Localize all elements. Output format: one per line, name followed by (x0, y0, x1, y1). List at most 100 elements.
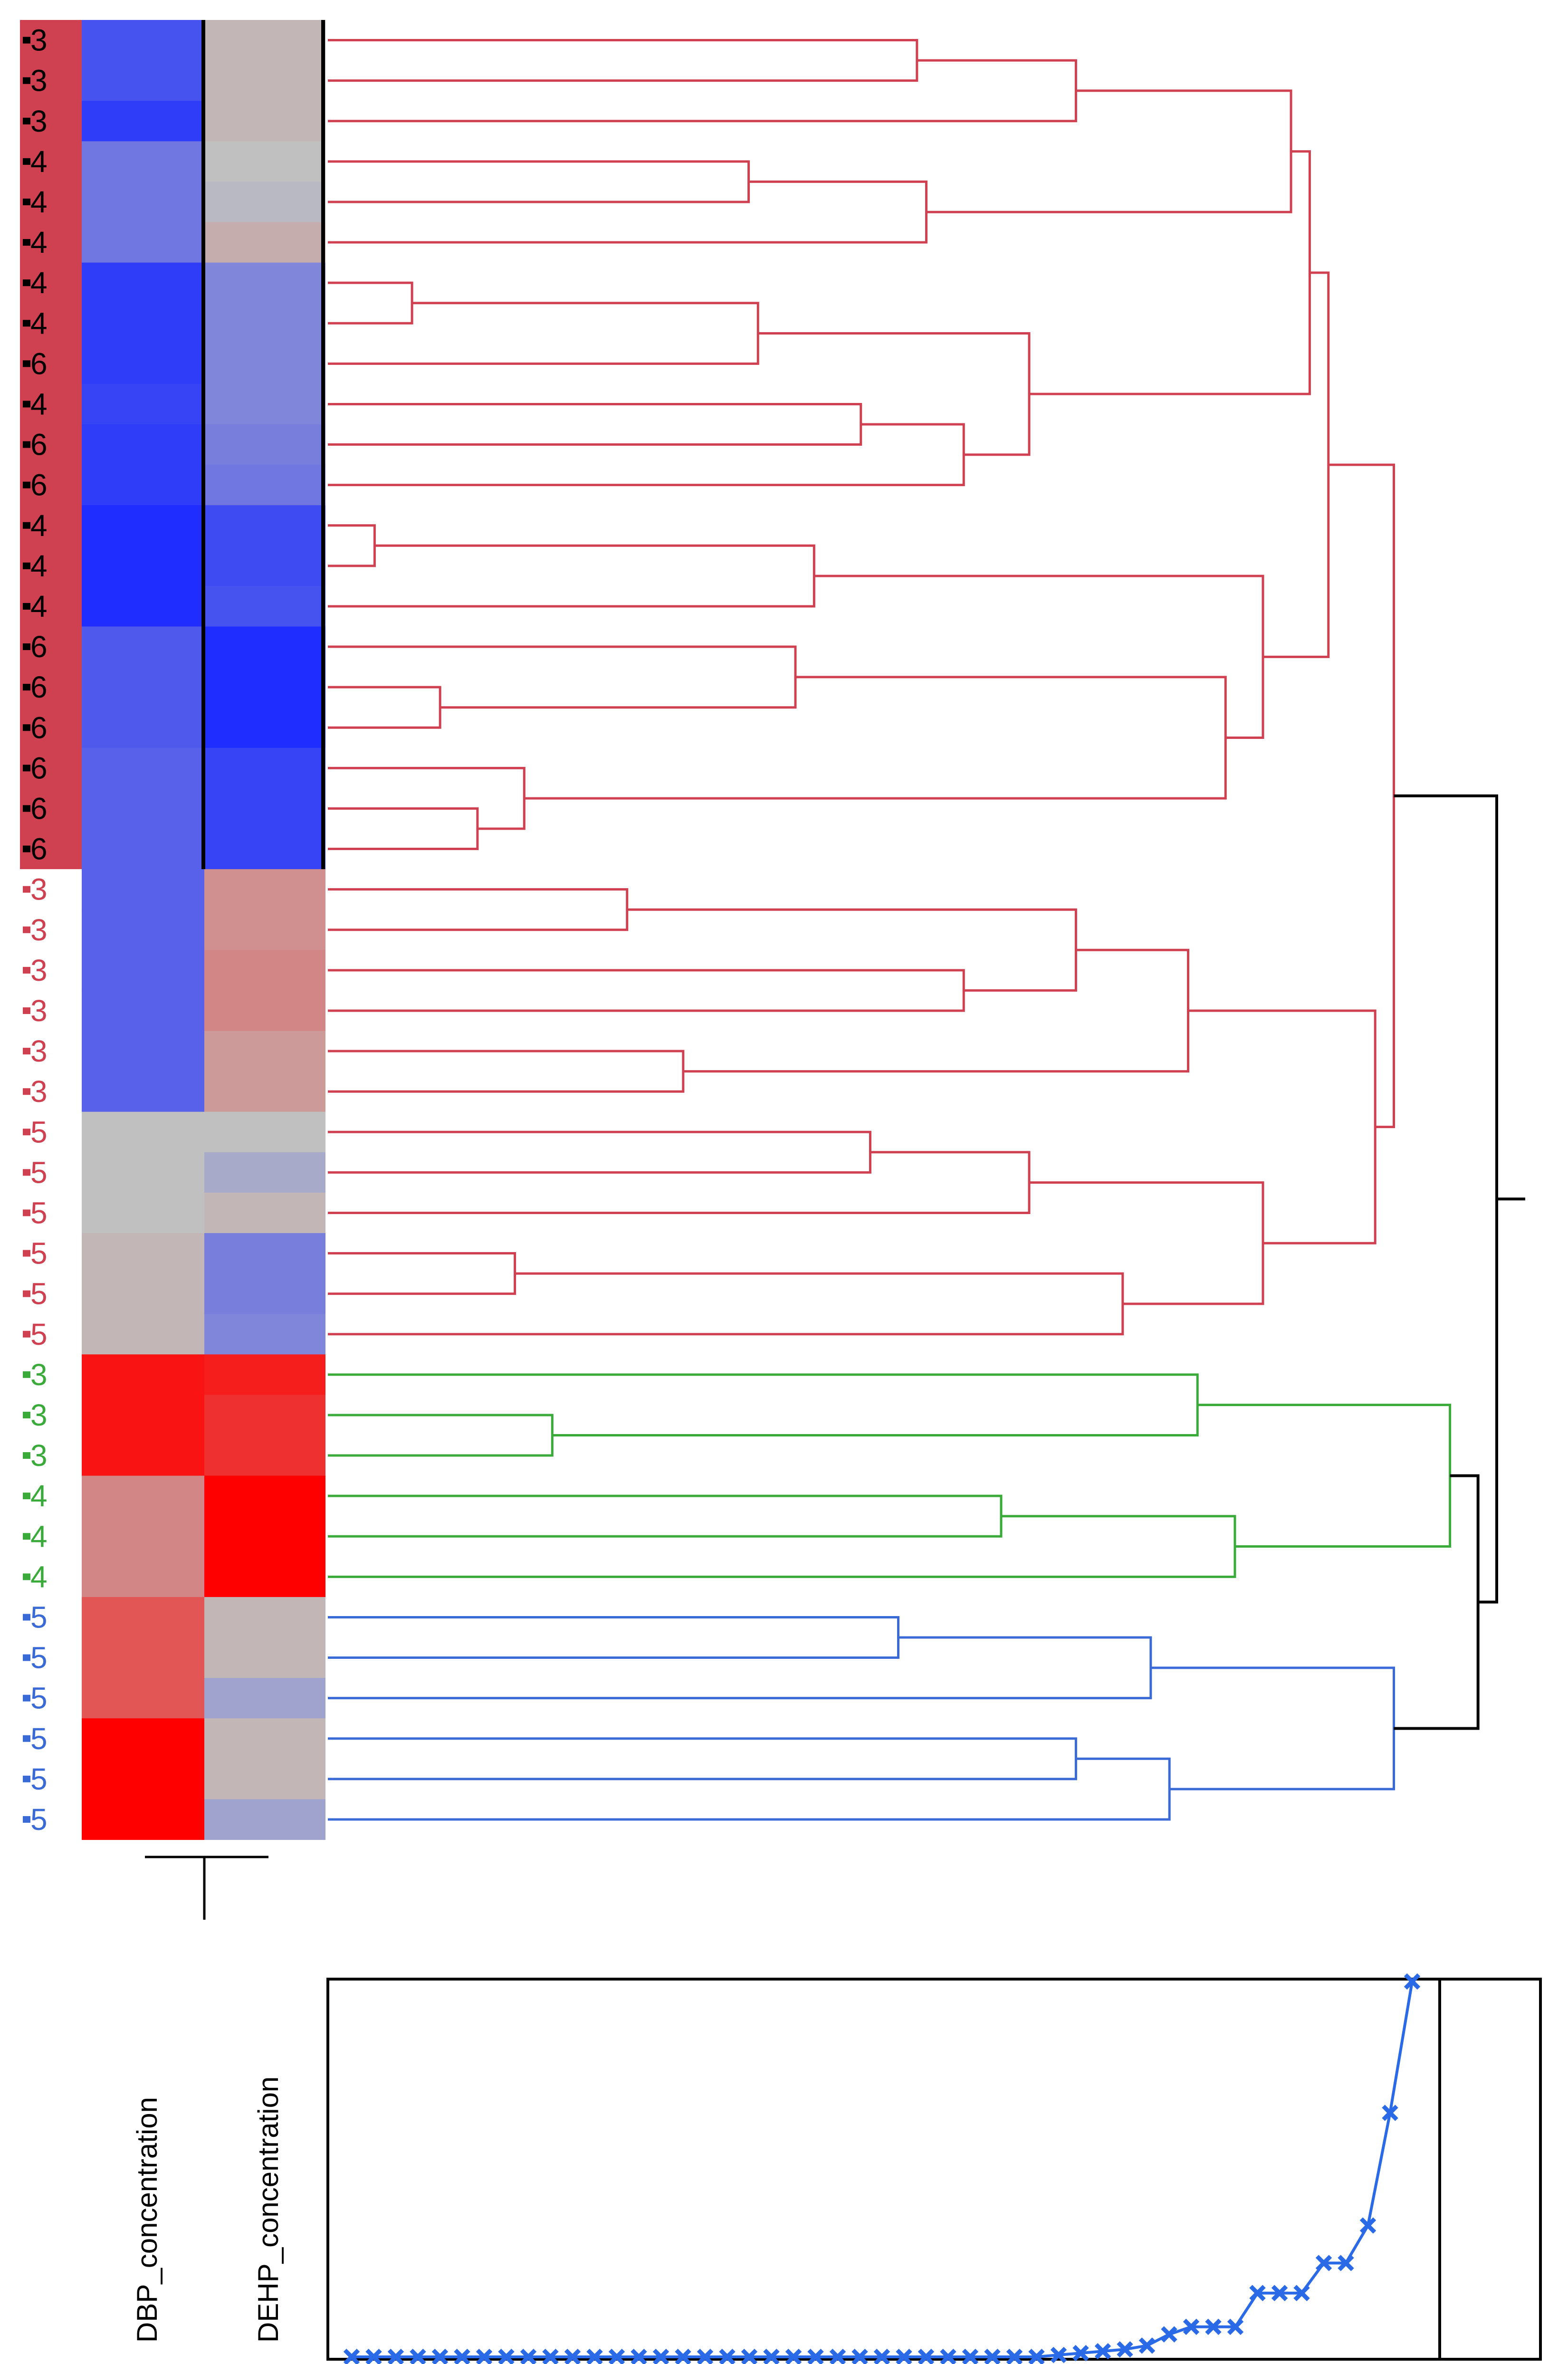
heatmap-cell (204, 1152, 325, 1193)
marker-stroke (343, 2348, 360, 2364)
line-point-marker (1338, 2255, 1354, 2271)
marker-stroke (1094, 2343, 1111, 2360)
dendrogram-branch (328, 807, 479, 851)
row-label: 4 (23, 1560, 48, 1594)
dendrogram-branch (758, 332, 1031, 456)
dendrogram-branch (1029, 150, 1311, 395)
row-label: 3 (23, 64, 48, 98)
heatmap-cell (82, 626, 204, 668)
column-dendrogram (145, 1856, 268, 1920)
heatmap-cell (82, 788, 204, 829)
row-label-text: 4 (30, 225, 48, 259)
dendrogram-branch (328, 1757, 1171, 1821)
row-dendrogram (328, 39, 1525, 1821)
dendrogram-merge (524, 676, 1227, 800)
row-label: 3 (23, 953, 48, 987)
row-label-marker (23, 1048, 30, 1055)
heatmap-cell (82, 262, 204, 304)
heatmap-cell (82, 1192, 204, 1234)
row-label-marker (23, 360, 30, 367)
line-point-marker (652, 2348, 669, 2364)
line-point-marker (851, 2348, 868, 2364)
line-point-marker (431, 2348, 449, 2364)
heatmap-cell (204, 1071, 325, 1112)
row-label-marker (23, 1007, 30, 1014)
marker-stroke (697, 2348, 714, 2364)
heatmap-cell (204, 1354, 325, 1395)
dendrogram-merge (328, 645, 797, 709)
heatmap-cell (82, 383, 204, 425)
row-label: 5 (23, 1722, 48, 1756)
line-series (352, 1981, 1414, 2358)
dendrogram-merge (926, 89, 1292, 213)
heatmap-cell (204, 101, 325, 142)
heatmap-cell (204, 1111, 325, 1153)
row-label: 4 (23, 549, 48, 583)
row-label: 6 (23, 630, 48, 664)
row-label: 5 (23, 1802, 48, 1837)
marker-stroke (631, 2348, 647, 2364)
row-label-text: 3 (30, 953, 48, 987)
dendrogram-branch (328, 1737, 1077, 1780)
heatmap-cell (82, 20, 204, 61)
dendrogram-branch (328, 39, 918, 82)
dendrogram-branch (328, 1272, 1124, 1336)
row-label: 3 (23, 1358, 48, 1392)
heatmap-cell (82, 1759, 204, 1799)
dendrogram-merge (328, 888, 629, 931)
heatmap-cell (204, 1314, 325, 1355)
row-label: 6 (23, 670, 48, 704)
heatmap-cell (204, 424, 325, 465)
row-label: 4 (23, 266, 48, 300)
heatmap-cell (82, 1031, 204, 1072)
row-label: 4 (23, 1519, 48, 1553)
dendrogram-merge (1029, 1181, 1264, 1305)
line-point-marker (498, 2348, 515, 2364)
row-label-text: 6 (30, 468, 48, 502)
heatmap-cell (82, 1273, 204, 1314)
row-label-marker (23, 117, 30, 124)
marker-stroke (918, 2348, 935, 2364)
row-label-text: 3 (30, 1398, 48, 1432)
dendrogram-merge (328, 1414, 554, 1457)
line-point-marker (608, 2348, 625, 2364)
dendrogram-merge (328, 1130, 871, 1174)
heatmap-cell (82, 1314, 204, 1355)
line-point-marker (1315, 2255, 1332, 2271)
line-point-marker (520, 2348, 537, 2364)
row-label-marker (23, 320, 30, 327)
row-label-text: 4 (30, 549, 48, 583)
row-label: 3 (23, 1074, 48, 1109)
row-label: 4 (23, 144, 48, 179)
dendrogram-branch (328, 1050, 685, 1093)
dendrogram-merge (758, 332, 1031, 456)
dendrogram-branch (1029, 1181, 1264, 1305)
line-point-marker (454, 2348, 470, 2364)
row-label-text: 5 (30, 1681, 48, 1715)
dendrogram-branch (328, 1515, 1236, 1578)
heatmap-cell (82, 1597, 204, 1638)
row-label-text: 5 (30, 1317, 48, 1351)
line-point-marker (918, 2348, 935, 2364)
row-label-text: 3 (30, 64, 48, 98)
row-label-marker (23, 1330, 30, 1338)
line-point-marker (1227, 2318, 1244, 2335)
heatmap-cell (82, 1395, 204, 1436)
row-label: 5 (23, 1600, 48, 1634)
row-label-text: 5 (30, 1115, 48, 1149)
heatmap-cell (204, 909, 325, 950)
dendrogram-merge (814, 574, 1264, 739)
marker-stroke (1249, 2285, 1266, 2301)
row-label: 3 (23, 913, 48, 947)
heatmap-cell (82, 990, 204, 1032)
heatmap-cell (82, 1354, 204, 1395)
dendrogram-branch (328, 1414, 554, 1457)
heatmap-cell (82, 1152, 204, 1193)
row-label: 6 (23, 751, 48, 785)
heatmap-cell (204, 707, 325, 748)
heatmap-cell (82, 1475, 204, 1517)
dendrogram-merge (328, 1636, 1152, 1700)
line-point-marker (1117, 2341, 1133, 2358)
marker-stroke (1117, 2341, 1133, 2358)
row-label-text: 6 (30, 428, 48, 462)
